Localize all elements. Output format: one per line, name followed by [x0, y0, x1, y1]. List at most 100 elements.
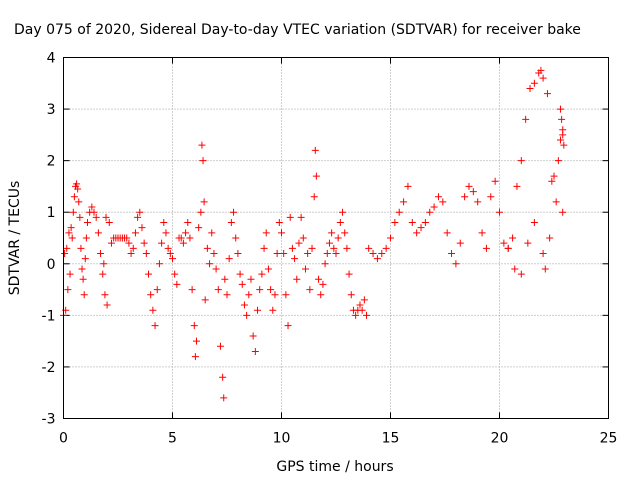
data-point	[526, 84, 534, 92]
data-point	[199, 157, 207, 165]
data-point	[76, 213, 84, 221]
y-tick-label: 3	[47, 102, 56, 118]
data-point	[552, 198, 560, 206]
data-point	[92, 213, 100, 221]
data-point	[105, 219, 113, 227]
data-point	[77, 244, 85, 252]
x-tick-label: 5	[168, 431, 177, 447]
data-point	[173, 280, 181, 288]
data-point	[301, 265, 309, 273]
data-point	[94, 229, 102, 237]
data-point	[256, 286, 264, 294]
data-point	[169, 255, 176, 263]
data-point	[358, 306, 366, 314]
data-point	[469, 188, 477, 196]
data-point	[560, 141, 568, 149]
data-point	[360, 296, 368, 304]
data-point	[216, 342, 224, 350]
data-point	[103, 301, 111, 309]
data-point	[197, 208, 205, 216]
data-point	[182, 229, 190, 237]
data-point	[448, 249, 456, 257]
data-point	[147, 291, 155, 299]
x-tick-labels: 0 5 10 15 20 25	[59, 431, 617, 447]
data-point	[334, 234, 342, 242]
data-point	[282, 291, 290, 299]
data-point	[162, 229, 170, 237]
data-point	[99, 270, 107, 278]
data-point	[219, 373, 227, 381]
data-point	[221, 275, 229, 283]
data-point	[554, 157, 562, 165]
data-point	[223, 291, 231, 299]
data-point	[243, 311, 251, 319]
data-point	[230, 208, 238, 216]
data-point	[192, 337, 200, 345]
data-point	[345, 270, 353, 278]
data-point	[234, 249, 242, 257]
data-point	[517, 157, 525, 165]
data-point	[251, 347, 259, 355]
data-point	[456, 239, 464, 247]
data-point	[67, 224, 75, 232]
data-point	[288, 244, 296, 252]
data-point	[166, 249, 174, 257]
data-point	[559, 208, 567, 216]
y-tick-labels: -3 -2 -1 0 1 2 3 4	[42, 51, 56, 428]
data-point	[249, 332, 257, 340]
data-point	[417, 224, 425, 232]
data-point	[539, 249, 547, 257]
data-point	[541, 265, 549, 273]
data-point	[482, 244, 490, 252]
data-point	[558, 115, 566, 123]
data-point	[232, 234, 240, 242]
data-point	[522, 115, 530, 123]
data-point	[70, 193, 78, 201]
data-point	[142, 249, 150, 257]
data-point	[200, 198, 208, 206]
data-point	[325, 239, 333, 247]
data-point	[131, 229, 139, 237]
data-point	[543, 90, 551, 98]
data-point	[171, 270, 179, 278]
data-point	[74, 185, 82, 193]
data-point	[319, 280, 327, 288]
data-point	[299, 234, 307, 242]
data-point	[127, 249, 135, 257]
data-point	[149, 306, 157, 314]
data-point	[80, 291, 88, 299]
data-point	[504, 244, 512, 252]
data-point	[548, 177, 556, 185]
x-tick-label: 25	[600, 431, 618, 447]
data-point	[328, 229, 336, 237]
data-point	[145, 270, 153, 278]
data-point	[134, 213, 142, 221]
data-point	[395, 208, 403, 216]
data-point	[295, 239, 303, 247]
data-point	[140, 239, 148, 247]
data-point	[373, 255, 381, 263]
data-point	[177, 234, 185, 242]
y-axis-label: SDTVAR / TECUs	[7, 181, 23, 296]
data-point	[559, 131, 567, 139]
data-point	[264, 265, 272, 273]
data-point	[164, 244, 172, 252]
data-point	[73, 180, 81, 188]
data-point	[321, 260, 329, 268]
data-point	[136, 208, 144, 216]
data-points	[60, 66, 568, 402]
data-point	[284, 322, 292, 330]
data-point	[465, 182, 473, 190]
data-point	[245, 291, 253, 299]
data-point	[539, 74, 547, 82]
data-point	[179, 239, 187, 247]
data-point	[311, 146, 319, 154]
data-point	[496, 208, 503, 216]
data-point	[461, 193, 469, 201]
data-point	[365, 244, 373, 252]
y-tick-label: -1	[42, 308, 56, 324]
data-point	[315, 275, 323, 283]
data-point	[474, 198, 482, 206]
data-point	[210, 249, 218, 257]
